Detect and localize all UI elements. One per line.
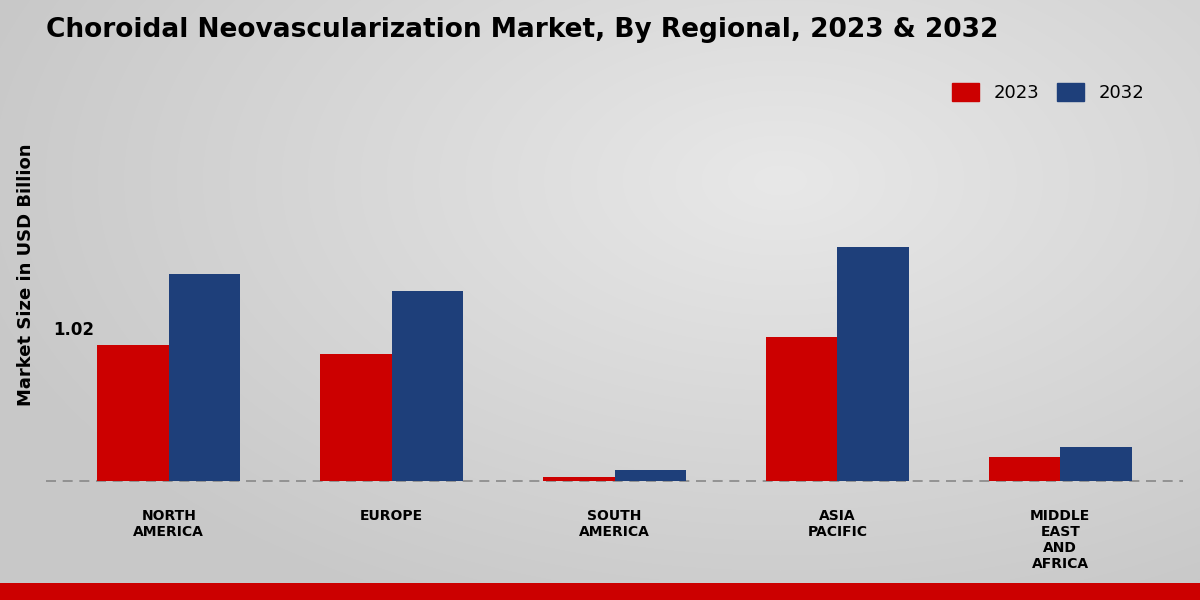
Bar: [320, 354, 391, 481]
Y-axis label: Market Size in USD Billion: Market Size in USD Billion: [17, 144, 35, 406]
Bar: [1061, 448, 1132, 481]
Text: Choroidal Neovascularization Market, By Regional, 2023 & 2032: Choroidal Neovascularization Market, By …: [46, 17, 998, 43]
Bar: [838, 247, 908, 481]
Bar: [989, 457, 1061, 481]
Legend: 2023, 2032: 2023, 2032: [944, 76, 1152, 109]
Bar: [391, 291, 463, 481]
Bar: [614, 470, 686, 481]
Text: 1.02: 1.02: [53, 321, 94, 339]
Bar: [544, 477, 614, 481]
Bar: [766, 337, 838, 481]
Bar: [97, 344, 169, 481]
Bar: [169, 274, 240, 481]
